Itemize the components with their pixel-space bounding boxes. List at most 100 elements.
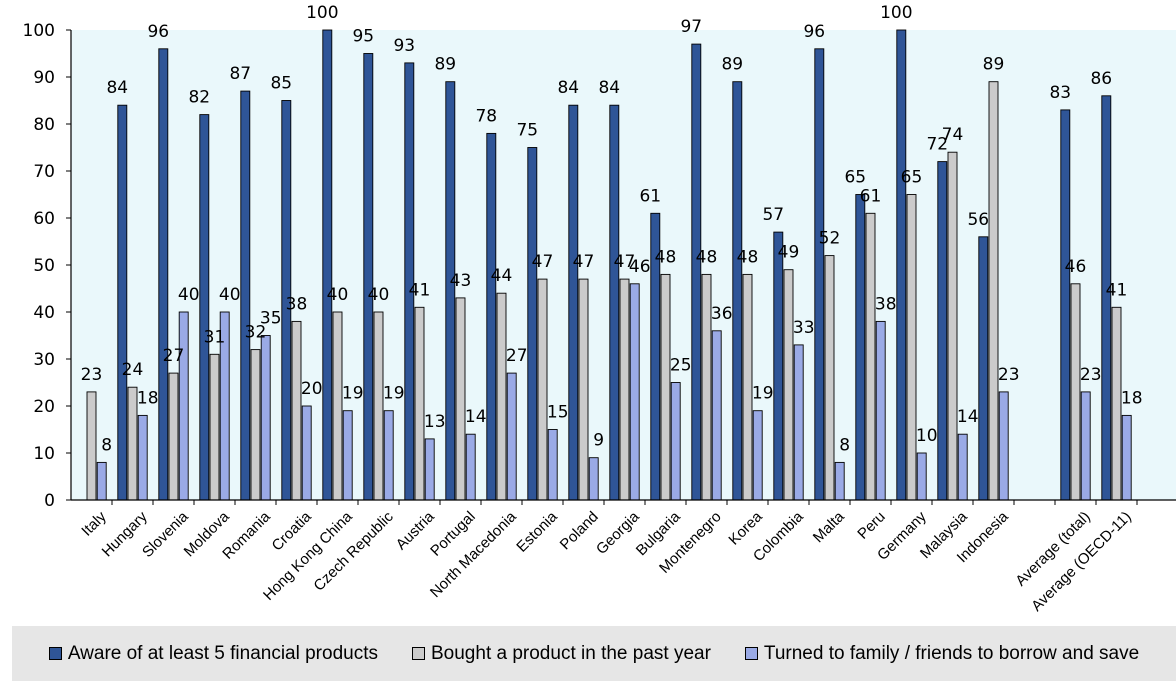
value-label-moldova-s1: 82 [188,88,210,108]
bar-colombia-s2 [783,269,794,501]
bar-montenegro-s3 [711,330,722,501]
bar-moldova-s2 [209,353,220,501]
bar-malaysia-s2 [947,151,958,501]
value-label-indonesia-s1: 56 [967,210,989,230]
value-label-hong-kong-china-s2: 40 [327,285,349,305]
value-label-north-macedonia-s3: 27 [506,346,528,366]
bar-malaysia-s3 [957,433,968,501]
value-label-malaysia-s2: 74 [942,125,964,145]
legend-swatch-aware [48,647,62,660]
bar-georgia-s3 [629,283,640,501]
y-tick-label-50: 50 [33,256,55,276]
bar-north-macedonia-s3 [506,372,517,501]
value-label-croatia-s1: 85 [270,74,292,94]
bar-hong-kong-china-s2 [332,311,343,501]
value-label-germany-s1: 100 [880,3,912,23]
value-label-czech-republic-s1: 95 [352,27,374,47]
value-label-korea-s3: 19 [752,384,774,404]
legend-item-family: Turned to family / friends to borrow and… [744,643,1139,665]
bar-malaysia-s1 [937,161,948,501]
bar-czech-republic-s1 [363,53,374,501]
bar-hong-kong-china-s1 [322,29,333,501]
bar-slovenia-s3 [178,311,189,501]
value-label-peru-s3: 38 [875,294,897,314]
bar-korea-s3 [752,410,763,501]
bar-peru-s1 [855,194,866,501]
legend-label-bought: Bought a product in the past year [431,642,711,664]
bar-austria-s2 [414,306,425,501]
value-label-malaysia-s3: 14 [957,407,979,427]
value-label-croatia-s2: 38 [286,294,308,314]
y-tick-label-10: 10 [33,444,55,464]
legend-swatch-family [744,647,758,660]
bar-malta-s3 [834,461,845,501]
value-label-slovenia-s3: 40 [178,285,200,305]
bar-austria-s3 [424,438,435,501]
bar-poland-s1 [568,104,579,501]
bar-italy-s2 [86,391,97,501]
x-tick-label-estonia: Estonia [513,508,561,556]
value-label-montenegro-s2: 48 [696,247,718,267]
value-label-malaysia-s1: 72 [926,135,948,155]
value-label-georgia-s3: 46 [629,257,651,277]
value-label-hungary-s2: 24 [122,360,144,380]
bar-croatia-s3 [301,405,312,501]
value-label-romania-s2: 32 [245,323,267,343]
legend-label-aware: Aware of at least 5 financial products [67,642,378,664]
bar-romania-s1 [240,90,251,501]
bar-hungary-s2 [127,386,138,501]
value-label-portugal-s1: 89 [434,55,456,75]
bar-slovenia-s2 [168,372,179,501]
bar-average-oecd-11-s2 [1111,306,1122,501]
bar-chart: 2388424189627408231408732358538201004019… [23,3,1176,615]
value-label-croatia-s3: 20 [301,379,323,399]
bar-indonesia-s1 [978,236,989,501]
value-label-bulgaria-s1: 61 [639,186,661,206]
value-label-slovenia-s1: 96 [147,22,169,42]
legend-item-bought: Bought a product in the past year [412,643,711,665]
bar-indonesia-s3 [998,391,1009,501]
bar-montenegro-s1 [691,43,702,501]
value-label-average-oecd-11-s2: 41 [1106,280,1128,300]
bar-indonesia-s2 [988,81,999,501]
y-tick-label-70: 70 [33,162,55,182]
value-label-average-oecd-11-s1: 86 [1090,69,1112,89]
bar-estonia-s1 [527,147,538,501]
bar-czech-republic-s2 [373,311,384,501]
value-label-hungary-s3: 18 [137,388,159,408]
bar-average-total-s3 [1080,391,1091,501]
value-label-moldova-s3: 40 [219,285,241,305]
bar-poland-s2 [578,278,589,501]
value-label-austria-s1: 93 [393,36,415,56]
y-tick-label-40: 40 [33,303,55,323]
bar-north-macedonia-s2 [496,292,507,501]
chart-legend: Aware of at least 5 financial products B… [12,626,1176,681]
bar-average-oecd-11-s3 [1121,414,1132,501]
value-label-north-macedonia-s1: 78 [475,106,497,126]
value-label-malta-s2: 52 [819,229,841,249]
value-label-czech-republic-s3: 19 [383,384,405,404]
value-label-portugal-s3: 14 [465,407,487,427]
bar-moldova-s1 [199,114,210,501]
bar-peru-s2 [865,212,876,501]
value-label-estonia-s2: 47 [532,252,554,272]
y-tick-label-80: 80 [33,115,55,135]
value-label-malta-s3: 8 [839,435,850,455]
value-label-portugal-s2: 43 [450,271,472,291]
value-label-montenegro-s3: 36 [711,304,733,324]
value-label-slovenia-s2: 27 [163,346,185,366]
value-label-georgia-s1: 84 [598,78,620,98]
value-label-bulgaria-s2: 48 [655,247,677,267]
y-tick-label-60: 60 [33,209,55,229]
bar-slovenia-s1 [158,48,169,501]
value-label-georgia-s2: 47 [614,252,636,272]
bar-hungary-s1 [117,104,128,501]
value-label-korea-s2: 48 [737,247,759,267]
value-label-hong-kong-china-s1: 100 [306,3,338,23]
value-label-korea-s1: 89 [721,55,743,75]
bar-korea-s1 [732,81,743,501]
y-tick-label-30: 30 [33,350,55,370]
value-label-montenegro-s1: 97 [680,17,702,37]
bar-romania-s3 [260,335,271,501]
